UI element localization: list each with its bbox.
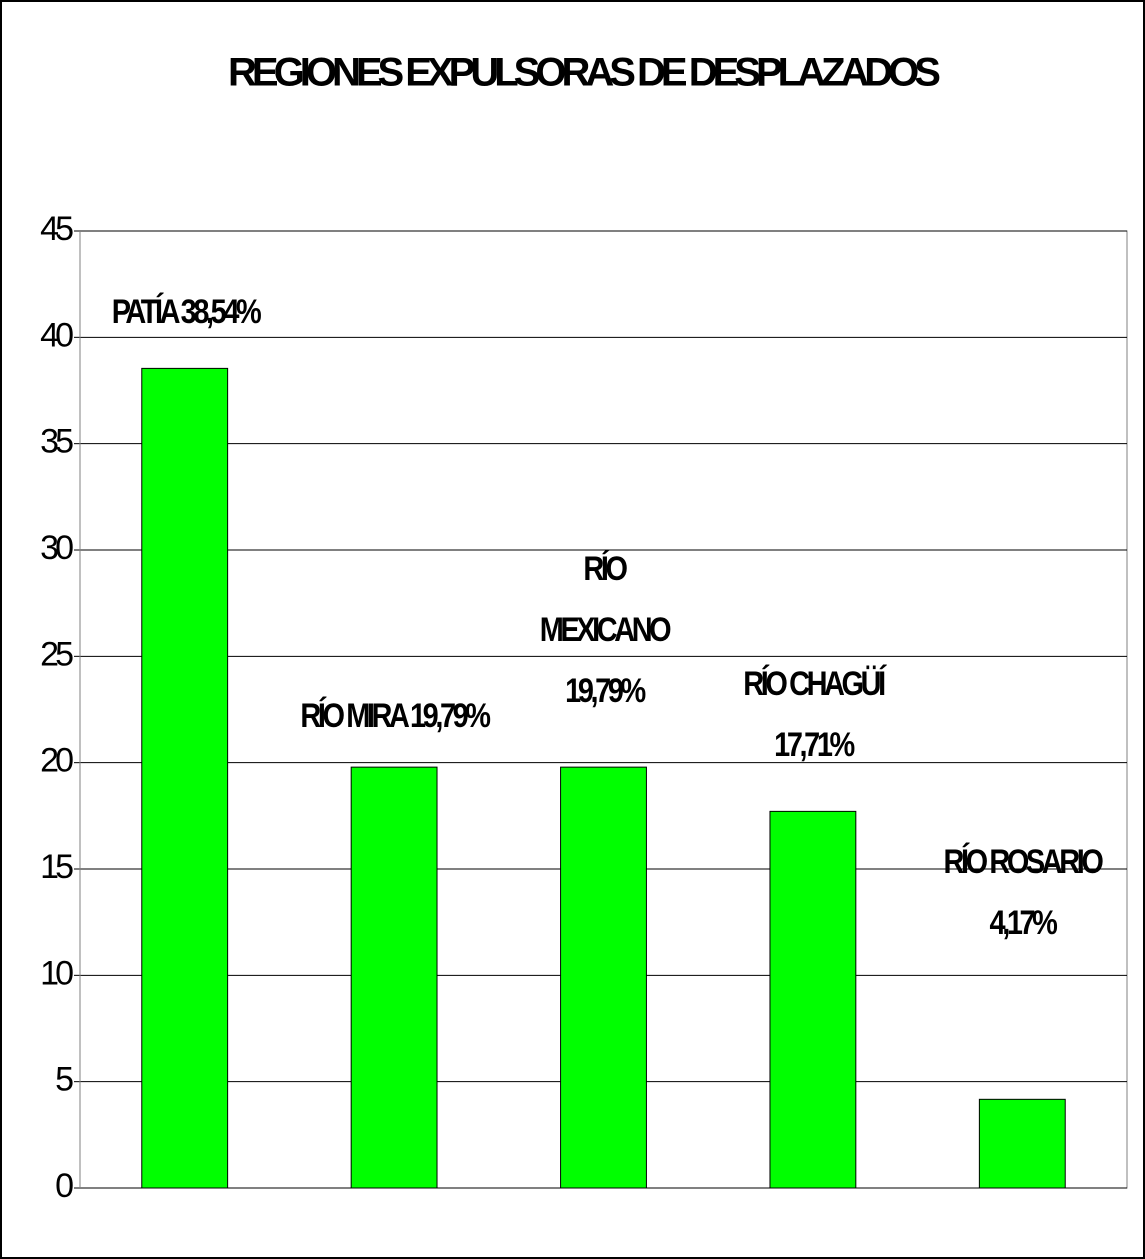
y-tick-label: 35: [40, 423, 73, 461]
bar: [141, 367, 229, 1189]
data-label: PATÍA 38,54%: [111, 293, 261, 332]
y-tick-label: 40: [40, 316, 73, 354]
bar: [978, 1098, 1066, 1189]
y-tick-label: 20: [40, 742, 73, 780]
data-label: RÍO ROSARIO 4,17%: [943, 843, 1104, 943]
data-label: RÍO CHAGÜÍ 17,71%: [743, 665, 886, 765]
bar: [350, 766, 438, 1189]
data-label: RÍO MIRA 19,79%: [300, 697, 491, 736]
y-tick-label: 25: [40, 635, 73, 673]
chart-title: REGIONES EXPULSORAS DE DESPLAZADOS: [228, 51, 940, 95]
y-tick-label: 10: [40, 954, 73, 992]
data-label: RÍO MEXICANO 19,79%: [539, 550, 671, 711]
y-tick-label: 45: [40, 210, 73, 248]
y-tick-label: 15: [40, 848, 73, 886]
bar: [560, 766, 647, 1189]
bar: [769, 810, 857, 1189]
y-tick-label: 30: [40, 529, 73, 567]
